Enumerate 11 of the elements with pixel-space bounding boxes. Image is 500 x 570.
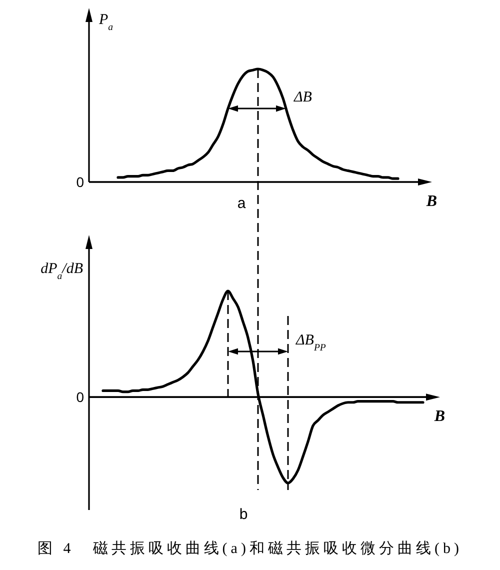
x-axis-title: B bbox=[426, 193, 437, 210]
ref-line-label: 0 bbox=[76, 174, 84, 190]
x-axis-title: B bbox=[434, 408, 445, 426]
caption: 图 4 磁共振吸收曲线(a)和磁共振吸收微分曲线(b) bbox=[38, 541, 462, 557]
y-axis-title: dP$_{a}$/dB bbox=[40, 261, 83, 282]
ref-line-label: 0 bbox=[76, 389, 84, 406]
y-axis-title: P$_{a}$ bbox=[99, 12, 114, 32]
annotation: ΔB bbox=[294, 90, 312, 106]
annotation: ΔB$_{PP}$ bbox=[296, 332, 326, 353]
panel-title: b bbox=[239, 506, 248, 523]
panel-title: a bbox=[237, 195, 246, 212]
